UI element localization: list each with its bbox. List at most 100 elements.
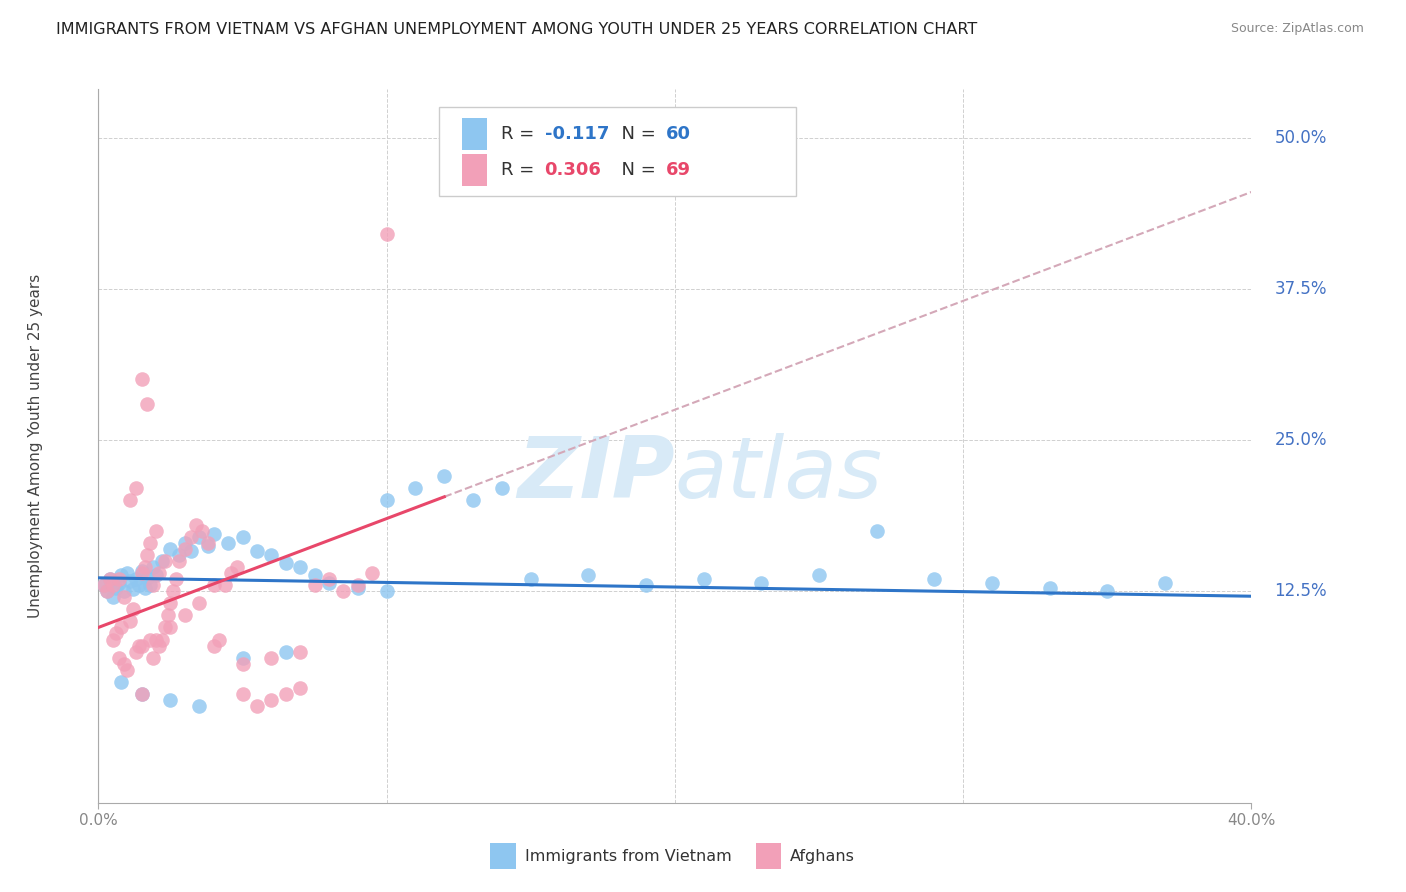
Point — [165, 572, 187, 586]
Point — [159, 620, 181, 634]
Point — [125, 572, 148, 586]
Point — [260, 548, 283, 562]
Point — [197, 540, 219, 554]
Point — [101, 632, 124, 647]
Point — [142, 578, 165, 592]
Point — [290, 560, 312, 574]
Point — [346, 578, 368, 592]
Point — [520, 572, 543, 586]
Point — [274, 557, 297, 571]
Point — [134, 581, 156, 595]
Point — [148, 566, 170, 580]
FancyBboxPatch shape — [491, 844, 516, 869]
Point — [139, 535, 162, 549]
Point — [461, 493, 484, 508]
Point — [922, 572, 945, 586]
Point — [125, 481, 148, 495]
FancyBboxPatch shape — [439, 107, 796, 196]
Point — [153, 554, 176, 568]
Point — [110, 568, 132, 582]
Point — [128, 578, 150, 592]
Text: -0.117: -0.117 — [544, 125, 609, 143]
Point — [231, 687, 254, 701]
Point — [219, 566, 242, 580]
Point — [96, 584, 118, 599]
Point — [120, 615, 142, 629]
Text: 50.0%: 50.0% — [1274, 128, 1327, 146]
Text: Unemployment Among Youth under 25 years: Unemployment Among Youth under 25 years — [28, 274, 42, 618]
Point — [167, 548, 190, 562]
Point — [433, 469, 456, 483]
Point — [153, 620, 176, 634]
Point — [274, 645, 297, 659]
Point — [214, 578, 236, 592]
FancyBboxPatch shape — [461, 118, 486, 150]
Point — [375, 493, 398, 508]
Point — [98, 572, 121, 586]
Text: atlas: atlas — [675, 433, 883, 516]
Point — [1097, 584, 1119, 599]
Text: Immigrants from Vietnam: Immigrants from Vietnam — [524, 849, 731, 863]
Point — [231, 657, 254, 671]
Point — [304, 568, 326, 582]
Point — [191, 524, 214, 538]
Point — [1153, 575, 1175, 590]
Text: R =: R = — [501, 125, 540, 143]
Point — [125, 645, 148, 659]
Point — [104, 581, 127, 595]
Point — [332, 584, 354, 599]
Point — [274, 687, 297, 701]
Point — [246, 544, 269, 558]
Point — [131, 687, 153, 701]
Point — [375, 584, 398, 599]
Point — [807, 568, 830, 582]
Point — [260, 693, 283, 707]
Point — [156, 608, 179, 623]
Point — [101, 590, 124, 604]
Point — [110, 620, 132, 634]
Point — [246, 699, 269, 714]
Point — [167, 554, 190, 568]
Point — [101, 578, 124, 592]
Point — [131, 687, 153, 701]
Text: N =: N = — [610, 161, 662, 178]
Point — [202, 578, 225, 592]
Point — [180, 544, 202, 558]
Point — [225, 560, 247, 574]
Text: 0.306: 0.306 — [544, 161, 602, 178]
Text: 37.5%: 37.5% — [1274, 280, 1327, 298]
Point — [231, 530, 254, 544]
Point — [174, 535, 197, 549]
Point — [139, 632, 162, 647]
Point — [131, 639, 153, 653]
Point — [159, 596, 181, 610]
Point — [1038, 581, 1062, 595]
Point — [186, 517, 208, 532]
Text: Afghans: Afghans — [790, 849, 855, 863]
Point — [142, 650, 165, 665]
Point — [578, 568, 600, 582]
Point — [375, 227, 398, 242]
Point — [159, 541, 181, 556]
Text: IMMIGRANTS FROM VIETNAM VS AFGHAN UNEMPLOYMENT AMONG YOUTH UNDER 25 YEARS CORREL: IMMIGRANTS FROM VIETNAM VS AFGHAN UNEMPL… — [56, 22, 977, 37]
Point — [145, 568, 167, 582]
Point — [136, 571, 159, 585]
Point — [136, 548, 159, 562]
Point — [112, 657, 135, 671]
Text: ZIP: ZIP — [517, 433, 675, 516]
Point — [122, 582, 145, 596]
Point — [208, 632, 231, 647]
Point — [304, 578, 326, 592]
Text: Source: ZipAtlas.com: Source: ZipAtlas.com — [1230, 22, 1364, 36]
Point — [180, 530, 202, 544]
Point — [107, 575, 129, 590]
Point — [117, 566, 138, 580]
Point — [104, 626, 127, 640]
Point — [491, 481, 513, 495]
Point — [197, 535, 219, 549]
Point — [145, 524, 167, 538]
Text: R =: R = — [501, 161, 540, 178]
Point — [128, 639, 150, 653]
Text: 60: 60 — [665, 125, 690, 143]
Point — [361, 566, 384, 580]
